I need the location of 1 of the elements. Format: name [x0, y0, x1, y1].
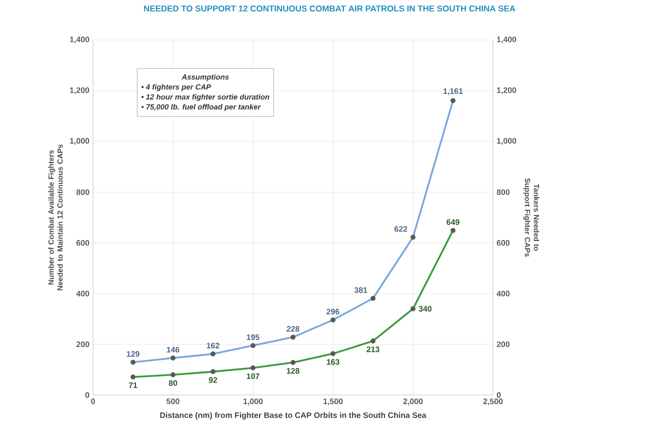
chart-title: NEEDED TO SUPPORT 12 CONTINUOUS COMBAT AIR PATROLS IN THE SOUTH CHINA SEA	[144, 6, 516, 12]
